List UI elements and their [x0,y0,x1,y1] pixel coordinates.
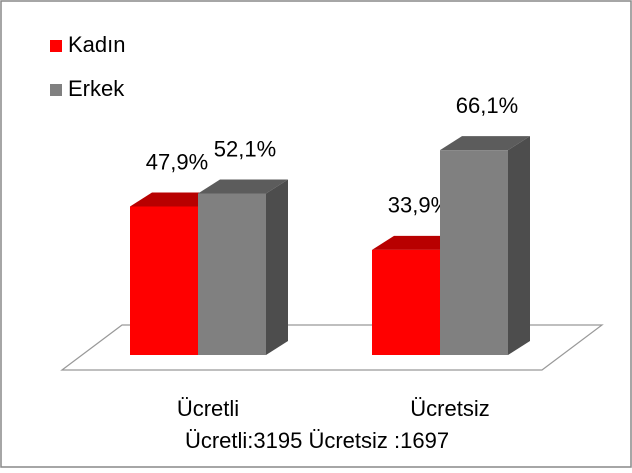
legend-label: Kadın [68,32,126,57]
bar-side [266,179,288,355]
bar-front [198,193,266,355]
bar-top [198,179,288,194]
data-label: 47,9% [146,149,208,174]
bar-front [440,150,508,355]
bar-top [372,235,462,250]
legend-label: Erkek [68,76,125,101]
bar-top [130,192,220,207]
annotation: Ücretli:3195 Ücretsiz :1697 [185,428,449,453]
data-label: 33,9% [388,193,450,218]
bar-top [440,136,530,151]
data-label: 52,1% [214,136,276,161]
legend-swatch [50,40,62,52]
bar-front [372,249,440,355]
legend-swatch [50,84,62,96]
bar [198,179,288,355]
x-tick-label: Ücretli [177,396,239,421]
data-label: 66,1% [456,93,518,118]
bar-side [508,136,530,355]
bar [440,136,530,355]
x-tick-label: Ücretsiz [410,396,489,421]
bar-front [130,206,198,355]
